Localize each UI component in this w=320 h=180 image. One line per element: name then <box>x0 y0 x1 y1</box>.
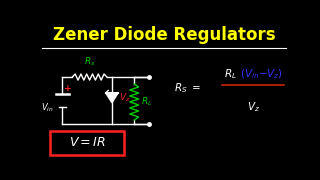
Text: +: + <box>64 84 72 93</box>
Polygon shape <box>106 93 118 103</box>
Text: $V_{in}$: $V_{in}$ <box>41 101 54 114</box>
Text: Zener Diode Regulators: Zener Diode Regulators <box>53 26 275 44</box>
Text: $R_L$: $R_L$ <box>141 96 153 108</box>
Text: $\mathit{V = IR}$: $\mathit{V = IR}$ <box>68 136 106 149</box>
Text: $R_L$: $R_L$ <box>224 67 236 81</box>
Text: $R_s$: $R_s$ <box>84 56 95 68</box>
Text: $(V_{in}$$-$$V_z)$: $(V_{in}$$-$$V_z)$ <box>240 68 283 81</box>
Text: $V_z$: $V_z$ <box>247 101 260 114</box>
Bar <box>50 131 124 155</box>
Text: $R_S\ =$: $R_S\ =$ <box>174 81 201 95</box>
Text: $V_z$: $V_z$ <box>119 92 131 104</box>
